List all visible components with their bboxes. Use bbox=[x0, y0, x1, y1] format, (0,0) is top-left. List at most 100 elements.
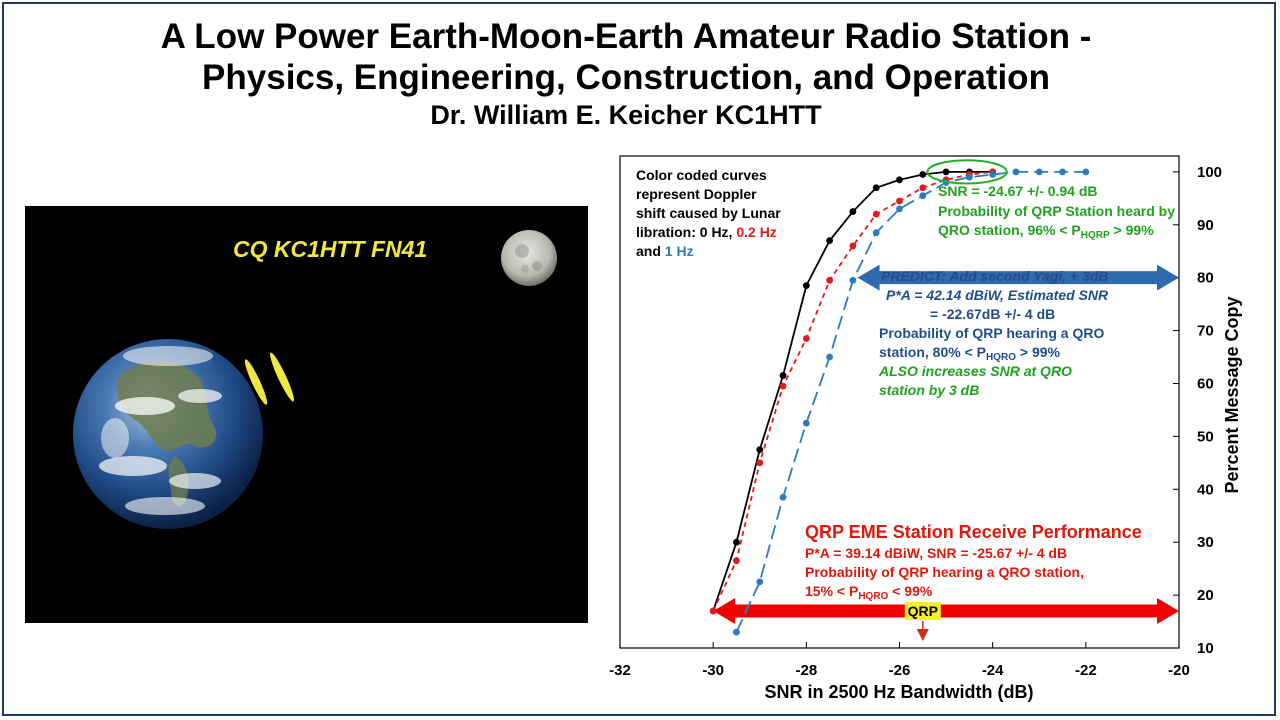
data-point bbox=[826, 276, 834, 284]
data-point bbox=[1012, 168, 1020, 176]
qro-annotation: SNR = -24.67 +/- 0.94 dB Probability of … bbox=[938, 183, 1175, 241]
data-point bbox=[965, 173, 973, 181]
predict-line-7: station by 3 dB bbox=[879, 382, 979, 398]
data-point bbox=[919, 184, 927, 192]
x-tick-label: -30 bbox=[702, 662, 724, 679]
predict-line-1: PREDICT: Add second Yagi, + 3dB bbox=[881, 268, 1109, 284]
data-point bbox=[756, 578, 764, 586]
data-point bbox=[802, 419, 810, 427]
x-tick-label: -20 bbox=[1168, 662, 1190, 679]
qrp-line-2: Probability of QRP hearing a QRO station… bbox=[805, 564, 1084, 580]
qrp-line-3-prefix: 15% < P bbox=[805, 583, 858, 599]
data-point bbox=[1082, 168, 1090, 176]
qrp-line-3-sub: HQRO bbox=[858, 591, 888, 602]
data-point bbox=[849, 276, 857, 284]
y-tick-label: 20 bbox=[1197, 587, 1214, 604]
data-point bbox=[756, 446, 764, 454]
predict-line-2: P*A = 42.14 dBiW, Estimated SNR bbox=[886, 287, 1109, 303]
data-point bbox=[942, 168, 950, 176]
qro-range-prefix: QRO station, 96% < P bbox=[938, 222, 1081, 238]
qrp-marker-background bbox=[904, 601, 941, 620]
data-point bbox=[802, 335, 810, 342]
x-tick-label: -24 bbox=[982, 662, 1004, 679]
author-line: Dr. William E. Keicher KC1HTT bbox=[430, 100, 822, 130]
legend-line-5-prefix: and bbox=[636, 243, 665, 259]
data-point bbox=[826, 237, 834, 245]
data-point bbox=[989, 171, 997, 178]
predict-line-5-suffix: > 99% bbox=[1016, 344, 1061, 360]
data-point bbox=[826, 353, 834, 361]
y-tick-label: 10 bbox=[1197, 640, 1214, 657]
predict-annotation: PREDICT: Add second Yagi, + 3dB P*A = 42… bbox=[878, 268, 1109, 398]
series-line-2 bbox=[735, 170, 1086, 633]
x-axis-label: SNR in 2500 Hz Bandwidth (dB) bbox=[764, 682, 1033, 702]
qro-snr-line: SNR = -24.67 +/- 0.94 dB bbox=[938, 183, 1098, 199]
x-tick-label: -22 bbox=[1075, 662, 1097, 679]
annotation-layer bbox=[926, 159, 1008, 185]
radio-wave-icon bbox=[244, 352, 294, 405]
y-tick-label: 60 bbox=[1197, 375, 1214, 392]
highlight-ellipse bbox=[926, 159, 1008, 185]
data-point bbox=[779, 372, 787, 379]
data-point bbox=[733, 557, 740, 565]
y-tick-label: 40 bbox=[1197, 481, 1214, 498]
legend-line-4-prefix: libration: 0 Hz, bbox=[636, 224, 736, 240]
data-point bbox=[733, 538, 740, 546]
data-point bbox=[919, 171, 927, 178]
qrp-range-arrow bbox=[713, 597, 1179, 624]
legend-line-4: libration: 0 Hz, 0.2 Hz bbox=[636, 224, 777, 240]
predict-line-5: station, 80% < PHQRO > 99% bbox=[879, 344, 1061, 363]
data-point bbox=[779, 382, 787, 390]
y-tick-label: 100 bbox=[1197, 164, 1222, 181]
legend-line-3: shift caused by Lunar bbox=[636, 205, 781, 221]
space-illustration bbox=[73, 230, 557, 529]
legend-red-label: 0.2 Hz bbox=[736, 224, 776, 240]
y-tick-label: 90 bbox=[1197, 217, 1214, 234]
series-layer bbox=[709, 168, 1090, 636]
axes-layer: -32 -30 -28 -26 -24 -22 -20 10 20 30 40 50 60 70 80 90 1… bbox=[609, 164, 1222, 679]
earth-moon-image: CQ KC1HTT FN41 bbox=[25, 206, 588, 623]
callsign-caption: CQ KC1HTT FN41 bbox=[233, 236, 428, 262]
data-point bbox=[1035, 168, 1043, 176]
data-point bbox=[733, 628, 740, 636]
data-point bbox=[756, 459, 764, 467]
data-point bbox=[709, 607, 717, 615]
qro-range-line: QRO station, 96% < PHQRP > 99% bbox=[938, 222, 1154, 241]
title-line-1: A Low Power Earth-Moon-Earth Amateur Rad… bbox=[160, 17, 1092, 56]
x-tick-label: -28 bbox=[795, 662, 817, 679]
data-point bbox=[1059, 168, 1066, 176]
data-point bbox=[872, 210, 880, 218]
predict-line-5-sub: HQRO bbox=[986, 352, 1016, 363]
predict-range-arrow bbox=[857, 264, 1179, 291]
qrp-heading: QRP EME Station Receive Performance bbox=[805, 522, 1142, 542]
qro-prob-line: Probability of QRP Station heard by bbox=[938, 203, 1175, 219]
legend-note: Color coded curves represent Doppler shi… bbox=[636, 167, 781, 259]
y-tick-label: 70 bbox=[1197, 323, 1214, 340]
data-point bbox=[849, 208, 857, 215]
qrp-annotation: QRP EME Station Receive Performance P*A … bbox=[805, 522, 1142, 602]
y-tick-label: 80 bbox=[1197, 270, 1214, 287]
slide-title: A Low Power Earth-Moon-Earth Amateur Rad… bbox=[0, 16, 1252, 132]
legend-line-1: Color coded curves bbox=[636, 167, 767, 183]
data-point bbox=[896, 176, 903, 184]
y-tick-label: 50 bbox=[1197, 428, 1214, 445]
y-tick-label: 30 bbox=[1197, 534, 1214, 551]
range-arrows bbox=[713, 264, 1179, 624]
data-point bbox=[896, 205, 903, 213]
data-point bbox=[872, 184, 880, 192]
qrp-line-3: 15% < PHQRO < 99% bbox=[805, 583, 933, 602]
qrp-line-3-suffix: < 99% bbox=[888, 583, 933, 599]
earth-icon bbox=[73, 339, 263, 529]
qro-range-sub: HQRP bbox=[1081, 230, 1110, 241]
qro-range-suffix: > 99% bbox=[1110, 222, 1155, 238]
data-point bbox=[872, 229, 880, 237]
qrp-marker: QRP bbox=[904, 601, 941, 641]
data-point bbox=[849, 242, 857, 250]
x-tick-label: -32 bbox=[609, 662, 631, 679]
data-point bbox=[896, 197, 903, 205]
qrp-marker-label: QRP bbox=[908, 603, 938, 619]
predict-line-6: ALSO increases SNR at QRO bbox=[878, 363, 1072, 379]
data-point bbox=[779, 493, 787, 501]
data-point bbox=[919, 192, 927, 200]
